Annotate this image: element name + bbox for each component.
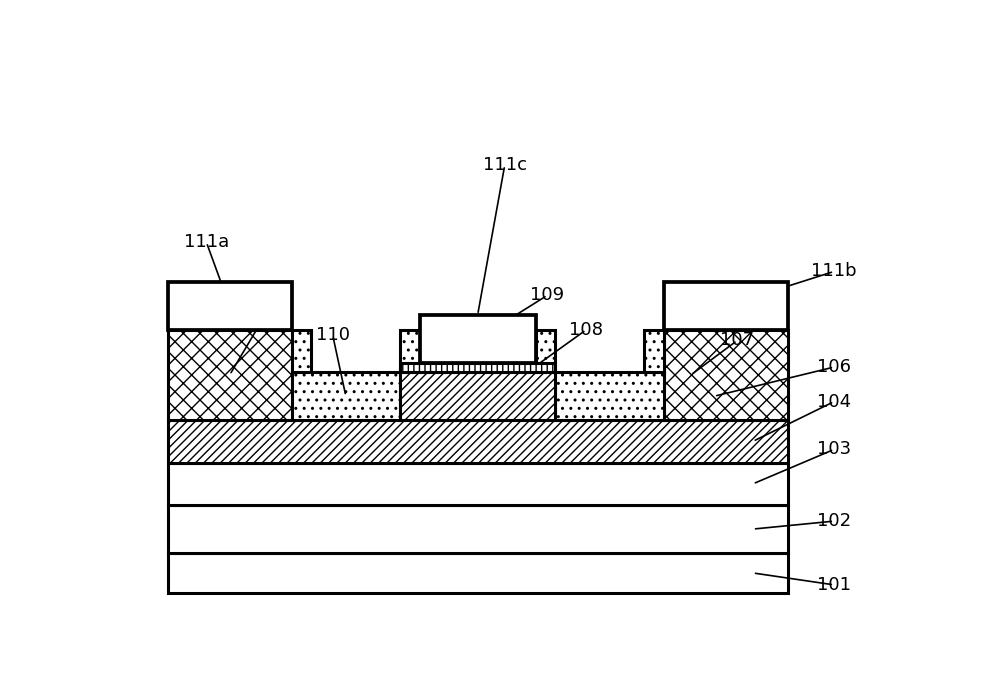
Bar: [664, 282, 788, 330]
Bar: [400, 373, 555, 420]
Bar: [292, 373, 400, 420]
Text: 101: 101: [817, 576, 851, 594]
Bar: [536, 330, 555, 373]
Bar: [168, 282, 292, 330]
Bar: [644, 330, 664, 373]
Bar: [664, 330, 788, 420]
Bar: [400, 330, 420, 373]
Text: 111a: 111a: [184, 233, 229, 251]
Text: 106: 106: [817, 358, 851, 376]
Bar: [420, 315, 536, 363]
Bar: [168, 505, 788, 553]
Text: 110: 110: [316, 326, 350, 344]
Text: 108: 108: [569, 321, 603, 339]
Text: 107: 107: [720, 331, 754, 349]
Text: 103: 103: [817, 440, 851, 458]
Text: 111b: 111b: [811, 262, 857, 280]
Text: 105: 105: [255, 295, 289, 313]
Text: 111c: 111c: [483, 156, 527, 174]
Bar: [292, 330, 311, 373]
Text: 109: 109: [530, 286, 564, 304]
Bar: [555, 373, 664, 420]
Bar: [168, 330, 292, 420]
Text: 104: 104: [817, 393, 851, 411]
Bar: [168, 420, 788, 463]
Text: 102: 102: [817, 512, 851, 530]
Bar: [168, 463, 788, 505]
Bar: [168, 553, 788, 593]
Bar: [400, 363, 555, 373]
